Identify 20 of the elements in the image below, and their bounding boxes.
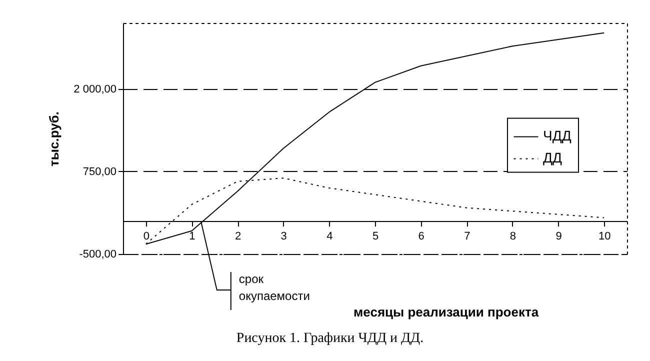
x-tick-label: 8 bbox=[510, 230, 516, 242]
x-tick-label: 7 bbox=[464, 230, 470, 242]
annotation: срок окупаемости bbox=[238, 272, 310, 303]
y-axis-title: тыс.руб. bbox=[46, 112, 62, 166]
x-tick-label: 6 bbox=[418, 230, 424, 242]
x-tick-label: 10 bbox=[598, 230, 611, 242]
x-tick-label: 9 bbox=[556, 230, 562, 242]
legend-label: ДД bbox=[543, 150, 562, 166]
x-tick-label: 5 bbox=[372, 230, 379, 242]
x-tick-label: 4 bbox=[326, 230, 333, 242]
y-tick-label: 750,00 bbox=[82, 166, 116, 178]
x-tick-label: 3 bbox=[280, 230, 287, 242]
y-tick-label: -500,00 bbox=[79, 248, 116, 260]
y-tick-label: 2 000,00 bbox=[74, 84, 116, 96]
text: Рисунок 1. Графики ЧДД и ДД. bbox=[236, 331, 424, 346]
x-tick-label: 0 bbox=[143, 230, 150, 242]
x-tick-label: 1 bbox=[189, 230, 196, 242]
x-tick-label: 2 bbox=[234, 230, 242, 242]
legend-label: ЧДД bbox=[543, 128, 572, 144]
x-axis-title: месяцы реализации проекта bbox=[354, 304, 540, 320]
